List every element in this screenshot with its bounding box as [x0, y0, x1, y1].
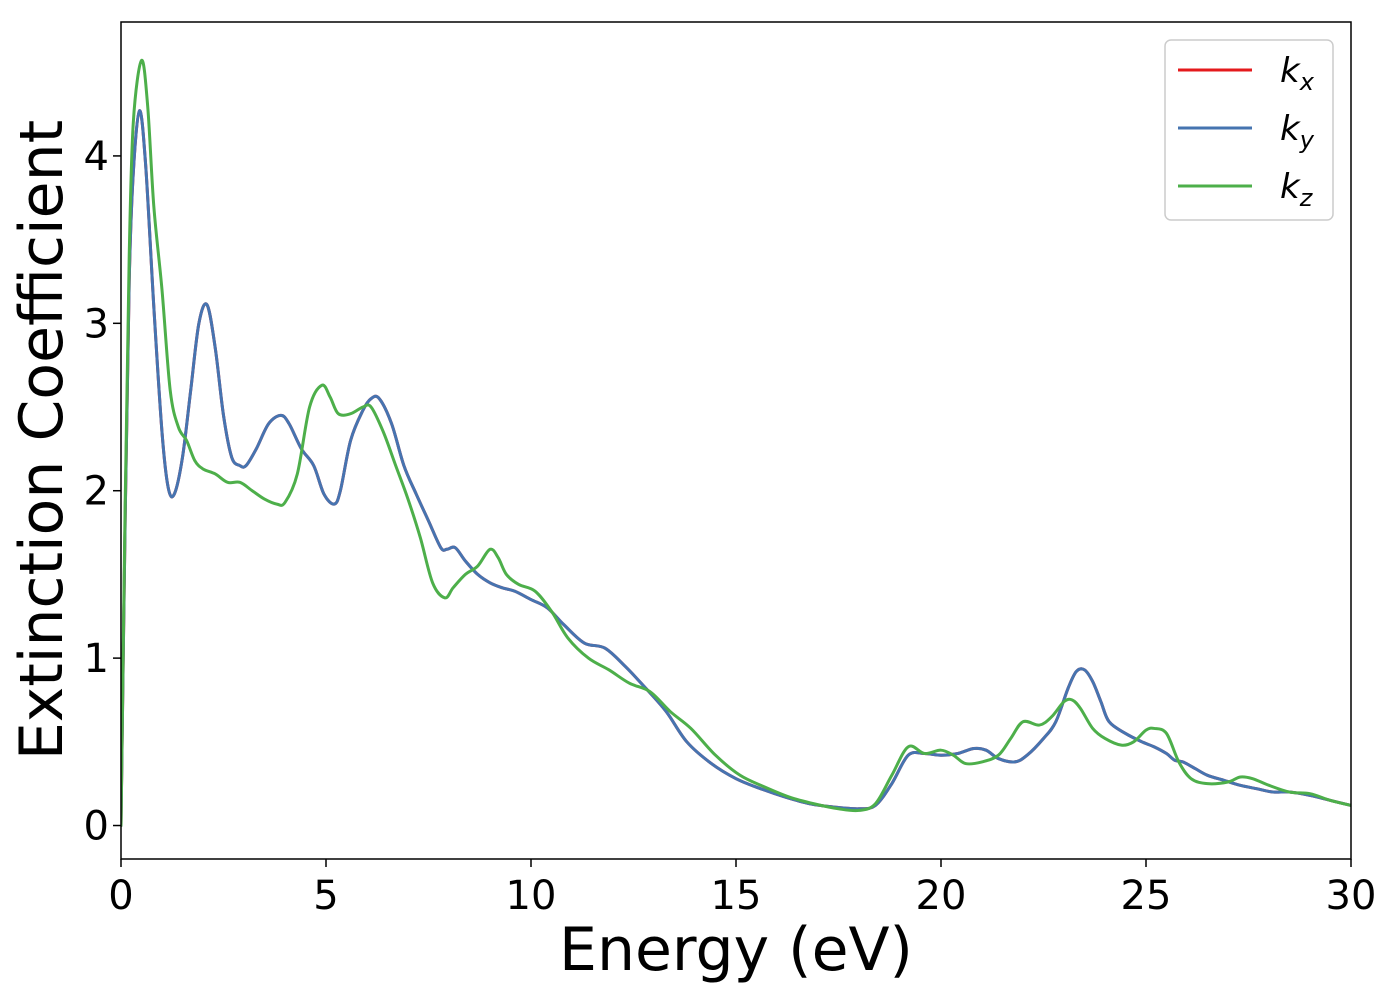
legend-label-x: kx	[1280, 51, 1315, 96]
x-tick-label: 20	[916, 873, 967, 919]
x-axis: 0 5 10 15 20 25 30	[108, 859, 1376, 919]
series-line-z	[121, 58, 1351, 828]
x-tick-label: 30	[1326, 873, 1377, 919]
y-tick-label: 4	[84, 134, 109, 180]
x-axis-label: Energy (eV)	[559, 915, 913, 985]
legend-box	[1164, 39, 1334, 221]
y-tick-label: 0	[84, 804, 109, 850]
legend-label-y: ky	[1280, 109, 1315, 154]
x-tick-label: 0	[108, 873, 133, 919]
y-axis-label: Extinction Coefficient	[7, 120, 77, 760]
x-tick-label: 5	[313, 873, 338, 919]
y-tick-label: 1	[84, 636, 109, 682]
y-tick-label: 2	[84, 469, 109, 515]
x-tick-label: 10	[506, 873, 557, 919]
legend: kx ky kz	[1164, 39, 1334, 221]
legend-label-z: kz	[1280, 167, 1314, 212]
series-group	[121, 58, 1351, 828]
plot-area	[121, 58, 1351, 828]
x-tick-label: 25	[1121, 873, 1172, 919]
y-axis: 0 1 2 3 4	[84, 134, 121, 850]
x-tick-label: 15	[711, 873, 762, 919]
y-tick-label: 3	[84, 301, 109, 347]
